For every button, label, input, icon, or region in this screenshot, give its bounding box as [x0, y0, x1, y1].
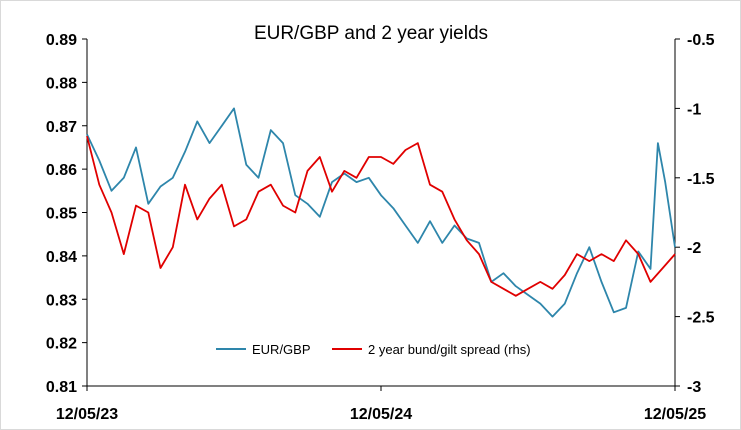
left-tick-label: 0.88 [46, 75, 77, 92]
series-layer [86, 107, 676, 318]
left-tick-label: 0.85 [46, 206, 77, 223]
left-tick-label: 0.84 [46, 249, 77, 266]
left-axis-ticks: 0.89 0.88 0.87 0.86 0.85 0.84 0.83 0.82 0.81 [46, 32, 87, 396]
left-tick-label: 0.89 [46, 32, 77, 49]
eurgbp-series-line [86, 107, 676, 318]
x-tick-label: 12/05/24 [350, 406, 412, 423]
x-tick-label: 12/05/25 [644, 406, 706, 423]
legend-label-eurgbp: EUR/GBP [252, 342, 311, 357]
chart-title: EUR/GBP and 2 year yields [254, 23, 488, 44]
left-tick-label: 0.87 [46, 119, 77, 136]
left-tick-label: 0.86 [46, 162, 77, 179]
left-tick-label: 0.83 [46, 292, 77, 309]
left-tick-label: 0.82 [46, 336, 77, 353]
spread-series-line [86, 135, 676, 297]
left-tick-label: 0.81 [46, 379, 77, 396]
right-tick-label: -3 [687, 379, 701, 396]
x-tick-label: 12/05/23 [56, 406, 118, 423]
legend-label-spread: 2 year bund/gilt spread (rhs) [368, 342, 531, 357]
x-axis-ticks: 12/05/23 12/05/24 12/05/25 [56, 386, 706, 423]
right-tick-label: -1.5 [687, 171, 715, 188]
right-tick-label: -0.5 [687, 32, 715, 49]
right-axis-ticks: -0.5 -1 -1.5 -2 -2.5 -3 [675, 32, 715, 396]
right-tick-label: -2 [687, 240, 701, 257]
right-tick-label: -1 [687, 101, 701, 118]
right-tick-label: -2.5 [687, 310, 715, 327]
legend: EUR/GBP 2 year bund/gilt spread (rhs) [216, 342, 531, 357]
